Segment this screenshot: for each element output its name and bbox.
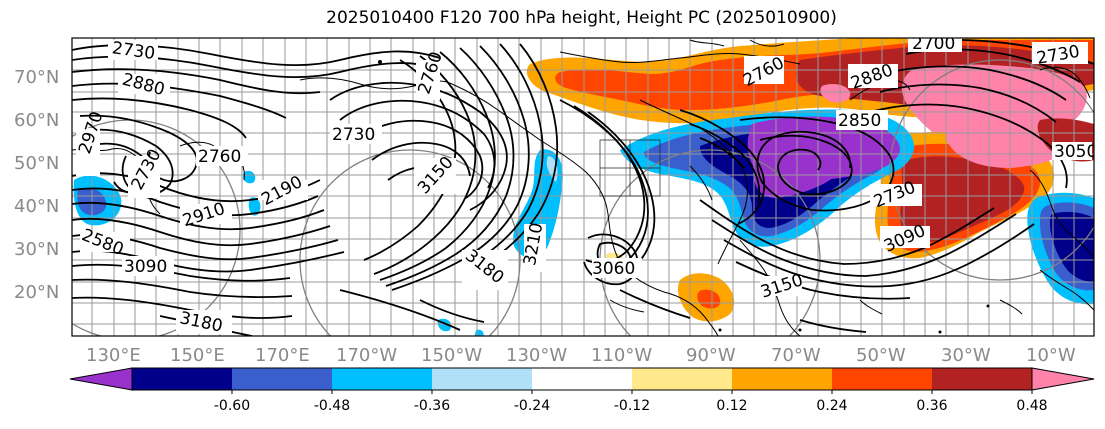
lon-label: 150°E	[170, 345, 225, 366]
lat-label: 20°N	[14, 282, 59, 303]
contour-label: 3060	[592, 258, 642, 279]
latitude-axis: 70°N 60°N 50°N 40°N 30°N 20°N	[14, 67, 59, 303]
map-title: 2025010400 F120 700 hPa height, Height P…	[326, 8, 837, 28]
lon-label: 170°E	[255, 345, 310, 366]
lon-label: 130°W	[506, 345, 567, 366]
map-panel: 2730 2880 2970 2730 2760 2730 2190 2910 …	[72, 34, 1097, 336]
lon-label: 90°W	[686, 345, 736, 366]
contour-label: 2760	[740, 53, 788, 91]
svg-text:2700: 2700	[912, 34, 955, 54]
colorbar-bin	[932, 368, 1032, 390]
colorbar-bin	[632, 368, 732, 390]
lon-label: 30°W	[941, 345, 991, 366]
contour-label: 2730	[127, 146, 165, 198]
colorbar-bin	[732, 368, 832, 390]
colorbar-bin	[532, 368, 632, 390]
lon-label: 50°W	[856, 345, 906, 366]
colorbar-tick-label: -0.60	[214, 398, 250, 414]
lat-label: 30°N	[14, 239, 59, 260]
contour-label: 3210	[520, 221, 547, 272]
svg-text:2730: 2730	[332, 125, 375, 145]
colorbar-bin	[232, 368, 332, 390]
contour-label: 3150	[414, 153, 458, 199]
colorbar-tick-label: -0.24	[514, 398, 550, 414]
contour-label: 2700	[908, 34, 962, 54]
colorbar-tick-label: -0.12	[614, 398, 650, 414]
colorbar-tick-label: 0.48	[1016, 398, 1047, 414]
colorbar-tick-label: -0.48	[314, 398, 350, 414]
lon-label: 170°W	[336, 345, 397, 366]
lat-label: 50°N	[14, 153, 59, 174]
colorbar-bin	[332, 368, 432, 390]
lat-label: 70°N	[14, 67, 59, 88]
map-frame	[71, 37, 1095, 337]
contour-labels: 2730 2880 2970 2730 2760 2730 2190 2910 …	[75, 34, 1097, 336]
svg-text:2850: 2850	[838, 111, 881, 131]
colorbar-tick-label: 0.36	[916, 398, 947, 414]
contour-label: 3090	[122, 256, 174, 277]
colorbar-frame	[131, 367, 1033, 391]
colorbar-tick-label: -0.36	[414, 398, 450, 414]
contour-label: 2730	[108, 38, 158, 64]
contour-label: 3180	[176, 308, 232, 336]
svg-text:3090: 3090	[124, 257, 167, 277]
lat-label: 40°N	[14, 196, 59, 217]
svg-text:3060: 3060	[592, 259, 635, 279]
contour-label: 3050	[1052, 142, 1097, 162]
colorbar-extend-min	[69, 367, 133, 391]
svg-text:2760: 2760	[198, 147, 241, 167]
contour-label: 2880	[118, 70, 170, 100]
colorbar-bin	[832, 368, 932, 390]
lon-label: 130°E	[86, 345, 141, 366]
lon-label: 70°W	[771, 345, 821, 366]
contour-label: 2730	[330, 124, 382, 145]
colorbar-tick-label: 0.24	[816, 398, 847, 414]
contour-label: 2850	[836, 110, 888, 131]
svg-text:3050: 3050	[1054, 142, 1097, 162]
contour-label: 2580	[79, 225, 130, 260]
lon-label: 110°W	[591, 345, 652, 366]
colorbar-bin	[132, 368, 232, 390]
colorbar-bin	[432, 368, 532, 390]
lon-label: 10°W	[1026, 345, 1076, 366]
colorbar-extend-max	[1031, 367, 1095, 391]
contour-label: 3180	[461, 246, 508, 290]
contour-label: 2760	[196, 146, 248, 167]
colorbar: -0.60 -0.48 -0.36 -0.24 -0.12 0.12 0.24 0.36 0.4…	[69, 367, 1095, 414]
lat-label: 60°N	[14, 110, 59, 131]
colorbar-tick-label: 0.12	[716, 398, 747, 414]
longitude-axis: 130°E 150°E 170°E 170°W 150°W 130°W 110°…	[86, 345, 1076, 366]
lon-label: 150°W	[421, 345, 482, 366]
